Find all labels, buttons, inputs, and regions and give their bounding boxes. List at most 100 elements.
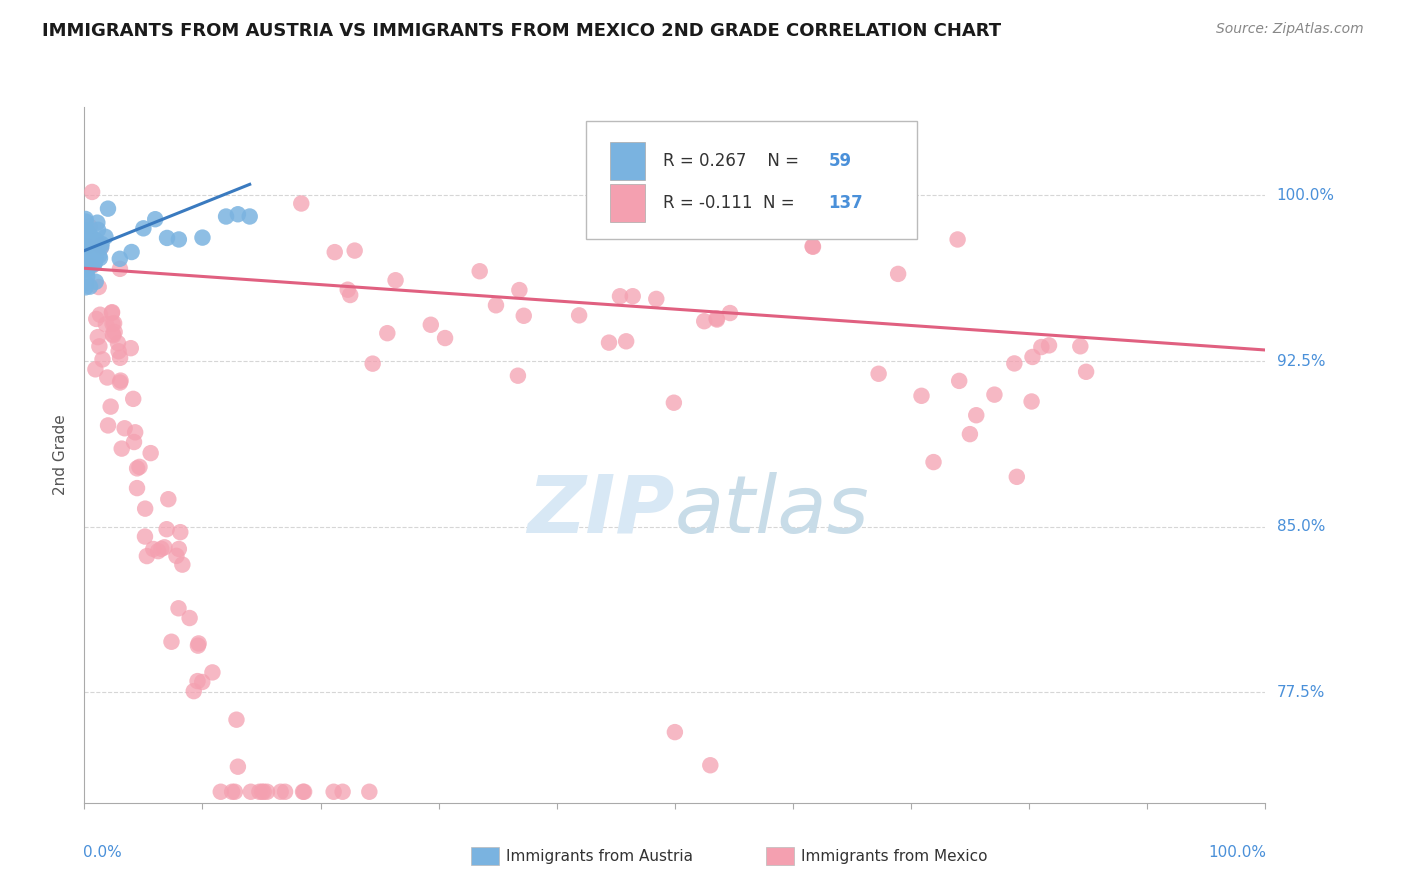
Text: 77.5%: 77.5% xyxy=(1277,685,1324,700)
Point xyxy=(76,255,98,269)
Text: 85.0%: 85.0% xyxy=(1277,519,1324,534)
Text: 0.0%: 0.0% xyxy=(83,845,122,860)
Point xyxy=(87,330,110,344)
Point xyxy=(1031,340,1053,354)
Point xyxy=(226,760,249,774)
Point xyxy=(84,251,107,265)
Point xyxy=(77,247,100,261)
Point xyxy=(83,233,105,247)
Point xyxy=(86,234,108,248)
Point xyxy=(868,367,890,381)
Point xyxy=(75,251,97,265)
FancyBboxPatch shape xyxy=(586,121,917,239)
Point xyxy=(614,334,637,349)
Point xyxy=(79,238,101,252)
Point xyxy=(108,261,131,276)
Point xyxy=(79,235,101,249)
Point xyxy=(239,210,262,224)
Point xyxy=(706,312,728,326)
Point xyxy=(108,376,131,390)
Point xyxy=(87,280,110,294)
Point xyxy=(94,318,117,332)
Point xyxy=(209,785,232,799)
Point xyxy=(292,785,315,799)
Point xyxy=(142,541,165,556)
Point xyxy=(160,634,183,648)
Point xyxy=(323,245,346,260)
Point xyxy=(361,357,384,371)
Point xyxy=(101,317,124,331)
Point xyxy=(91,352,114,367)
Point xyxy=(75,280,97,294)
Point xyxy=(225,713,247,727)
Point xyxy=(150,541,173,556)
Point xyxy=(82,236,104,251)
Point xyxy=(124,425,146,440)
Point xyxy=(101,305,124,319)
Point xyxy=(103,316,125,330)
Point xyxy=(75,276,97,290)
Point xyxy=(76,225,98,239)
Point xyxy=(887,267,910,281)
Point xyxy=(125,481,148,495)
Point xyxy=(983,387,1005,401)
Point xyxy=(96,370,118,384)
Point xyxy=(250,785,273,799)
Point xyxy=(127,461,149,475)
Point xyxy=(104,325,127,339)
Point xyxy=(87,249,110,263)
Text: 92.5%: 92.5% xyxy=(1277,353,1324,368)
Text: 100.0%: 100.0% xyxy=(1277,188,1334,202)
Point xyxy=(75,246,97,260)
Point xyxy=(121,245,143,260)
Point xyxy=(76,269,98,284)
Point xyxy=(645,292,668,306)
Point xyxy=(80,249,103,263)
Point xyxy=(270,785,292,799)
Point xyxy=(75,241,97,255)
Text: Source: ZipAtlas.com: Source: ZipAtlas.com xyxy=(1216,22,1364,37)
Point xyxy=(79,238,101,252)
Point xyxy=(568,309,591,323)
Point xyxy=(186,674,208,689)
Text: ZIP: ZIP xyxy=(527,472,675,549)
Point xyxy=(156,231,179,245)
Point xyxy=(79,279,101,293)
Point xyxy=(187,636,209,650)
Point xyxy=(75,214,97,228)
Point xyxy=(76,239,98,253)
Text: 59: 59 xyxy=(828,153,852,170)
Point xyxy=(1021,394,1043,409)
Point xyxy=(1005,470,1028,484)
Point xyxy=(75,211,97,226)
Point xyxy=(224,785,246,799)
Point xyxy=(97,202,120,216)
Point xyxy=(79,219,101,234)
Point xyxy=(94,229,117,244)
Point xyxy=(201,665,224,680)
Point xyxy=(79,253,101,268)
Point xyxy=(132,221,155,235)
Point xyxy=(191,675,214,690)
Point xyxy=(239,785,262,799)
Point xyxy=(108,351,131,365)
Point xyxy=(221,785,243,799)
Point xyxy=(664,725,686,739)
Point xyxy=(77,252,100,267)
Point xyxy=(76,226,98,240)
Point xyxy=(322,785,344,799)
Point xyxy=(87,223,110,237)
Point xyxy=(79,228,101,243)
Point xyxy=(187,639,209,653)
Point xyxy=(247,785,270,799)
Point xyxy=(101,306,124,320)
Point xyxy=(706,311,728,326)
Point xyxy=(959,427,981,442)
Point xyxy=(375,326,398,341)
Point xyxy=(79,251,101,265)
Point xyxy=(76,262,98,277)
Point xyxy=(90,236,112,251)
Point xyxy=(384,273,406,287)
Point xyxy=(82,185,104,199)
Point xyxy=(157,492,180,507)
